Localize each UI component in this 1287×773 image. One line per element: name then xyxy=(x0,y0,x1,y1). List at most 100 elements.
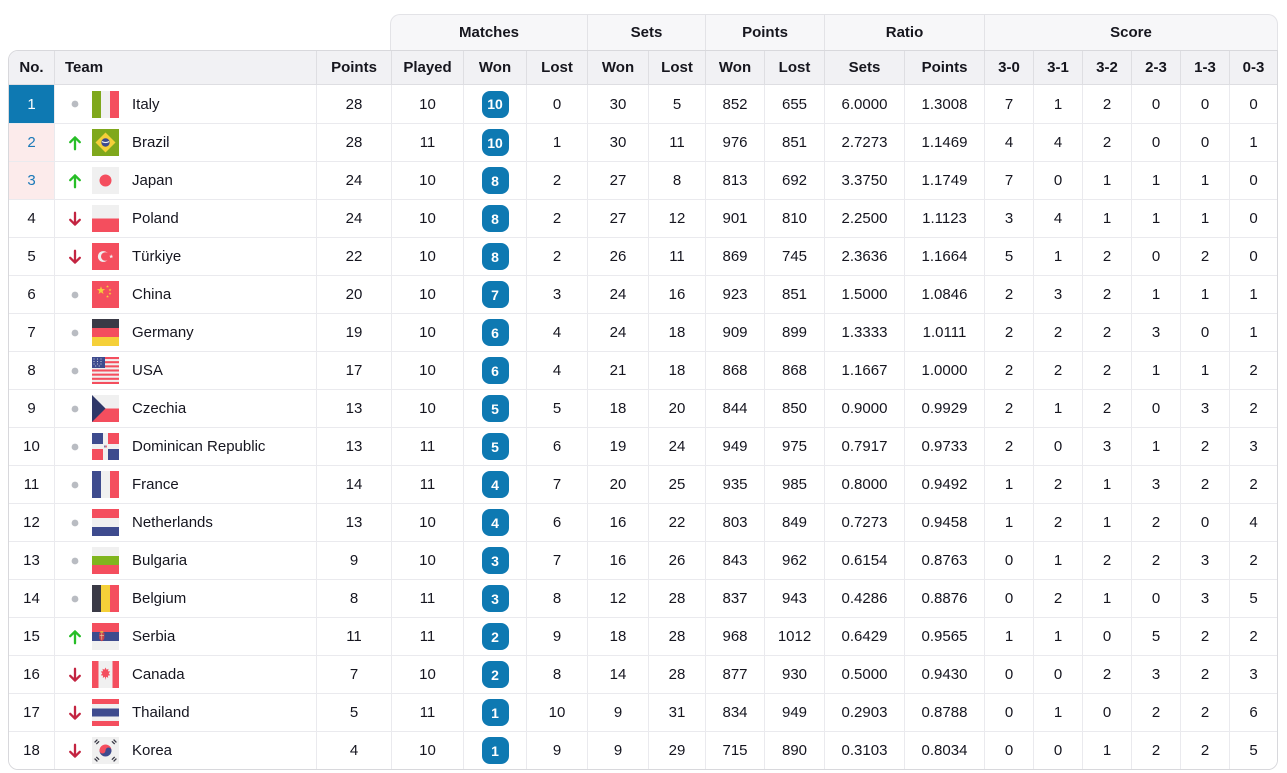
team-cell[interactable]: Poland xyxy=(54,200,316,237)
points-cell: 28 xyxy=(316,124,391,161)
rank-cell: 17 xyxy=(23,704,40,721)
column-header-team: Team xyxy=(54,51,316,84)
poland-flag-icon xyxy=(92,205,119,232)
score-2-3-cell: 2 xyxy=(1131,732,1180,769)
matches-lost-cell: 9 xyxy=(526,732,587,769)
points-cell: 7 xyxy=(316,656,391,693)
team-cell[interactable]: Korea xyxy=(54,732,316,769)
score-2-3-cell: 3 xyxy=(1131,314,1180,351)
column-header-matches-lost: Lost xyxy=(526,51,587,84)
score-3-1-cell: 1 xyxy=(1033,694,1082,731)
score-3-0-cell: 0 xyxy=(984,580,1033,617)
team-cell[interactable]: Serbia xyxy=(54,618,316,655)
team-cell[interactable]: Thailand xyxy=(54,694,316,731)
team-cell[interactable]: Dominican Republic xyxy=(54,428,316,465)
sets-won-cell: 24 xyxy=(587,276,648,313)
team-name: Belgium xyxy=(132,590,187,607)
table-row: 6 China 20 10 7 3 24 16 923 851 1.5000 1… xyxy=(9,275,1277,313)
czechia-flag-icon xyxy=(92,395,119,422)
trend-same-icon xyxy=(67,552,83,570)
usa-flag-icon xyxy=(92,357,119,384)
column-group-header-matches: Matches xyxy=(458,24,520,41)
table-row: 13 Bulgaria 9 10 3 7 16 26 843 962 0.615… xyxy=(9,541,1277,579)
points-won-cell: 868 xyxy=(705,352,764,389)
won-badge: 8 xyxy=(481,243,509,270)
team-name: Italy xyxy=(132,95,160,113)
column-header-points-lost: Lost xyxy=(764,51,824,84)
matches-won-cell: 6 xyxy=(463,314,526,351)
team-cell[interactable]: Canada xyxy=(54,656,316,693)
table-row: 3 Japan 24 10 8 2 27 8 813 692 3.3750 1.… xyxy=(9,161,1277,199)
ratio-sets-cell: 0.4286 xyxy=(824,580,904,617)
won-badge: 3 xyxy=(481,547,509,574)
matches-lost-cell: 9 xyxy=(526,618,587,655)
germany-flag-icon xyxy=(92,319,119,346)
ratio-sets-cell: 0.9000 xyxy=(824,390,904,427)
matches-lost-cell: 7 xyxy=(526,466,587,503)
team-cell[interactable]: Bulgaria xyxy=(54,542,316,579)
team-cell[interactable]: USA xyxy=(54,352,316,389)
won-badge: 7 xyxy=(481,281,509,308)
points-won-cell: 923 xyxy=(705,276,764,313)
score-3-2-cell: 2 xyxy=(1082,542,1131,579)
points-lost-cell: 851 xyxy=(764,124,824,161)
ratio-points-cell: 1.0111 xyxy=(904,314,984,351)
ratio-sets-cell: 1.5000 xyxy=(824,276,904,313)
points-cell: 4 xyxy=(316,732,391,769)
points-won-cell: 935 xyxy=(705,466,764,503)
score-2-3-cell: 1 xyxy=(1131,352,1180,389)
table-row: 7 Germany 19 10 6 4 24 18 909 899 1.3333… xyxy=(9,313,1277,351)
ratio-sets-cell: 0.3103 xyxy=(824,732,904,769)
score-3-0-cell: 5 xyxy=(984,238,1033,275)
score-3-2-cell: 2 xyxy=(1082,352,1131,389)
ratio-points-cell: 0.8788 xyxy=(904,694,984,731)
score-1-3-cell: 2 xyxy=(1180,732,1229,769)
team-cell[interactable]: Czechia xyxy=(54,390,316,427)
trend-down-icon xyxy=(67,666,83,684)
score-1-3-cell: 2 xyxy=(1180,656,1229,693)
score-0-3-cell: 0 xyxy=(1229,162,1277,199)
score-1-3-cell: 1 xyxy=(1180,200,1229,237)
points-cell: 20 xyxy=(316,276,391,313)
score-3-2-cell: 2 xyxy=(1082,124,1131,161)
team-cell[interactable]: France xyxy=(54,466,316,503)
points-won-cell: 976 xyxy=(705,124,764,161)
won-badge: 2 xyxy=(481,661,509,688)
matches-won-cell: 6 xyxy=(463,352,526,389)
points-won-cell: 834 xyxy=(705,694,764,731)
serbia-flag-icon xyxy=(92,623,119,650)
team-name: Korea xyxy=(132,742,173,759)
team-cell[interactable]: Brazil xyxy=(54,124,316,161)
score-0-3-cell: 2 xyxy=(1229,352,1277,389)
won-badge: 4 xyxy=(481,471,509,498)
team-cell[interactable]: Japan xyxy=(54,162,316,199)
won-badge: 5 xyxy=(481,395,509,422)
team-name: Brazil xyxy=(132,134,170,151)
score-3-1-cell: 1 xyxy=(1033,618,1082,655)
team-cell[interactable]: Italy xyxy=(54,85,316,123)
points-cell: 13 xyxy=(316,504,391,541)
team-cell[interactable]: Türkiye xyxy=(54,238,316,275)
ratio-sets-cell: 0.7273 xyxy=(824,504,904,541)
team-cell[interactable]: Belgium xyxy=(54,580,316,617)
matches-won-cell: 1 xyxy=(463,732,526,769)
score-3-1-cell: 0 xyxy=(1033,732,1082,769)
matches-lost-cell: 0 xyxy=(526,85,587,123)
won-badge: 5 xyxy=(481,433,509,460)
team-cell[interactable]: Netherlands xyxy=(54,504,316,541)
team-cell[interactable]: Germany xyxy=(54,314,316,351)
ratio-points-cell: 0.8876 xyxy=(904,580,984,617)
score-3-0-cell: 3 xyxy=(984,200,1033,237)
score-1-3-cell: 0 xyxy=(1180,314,1229,351)
points-won-cell: 968 xyxy=(705,618,764,655)
score-2-3-cell: 0 xyxy=(1131,85,1180,123)
column-group-header-points: Points xyxy=(705,15,824,50)
score-3-2-cell: 0 xyxy=(1082,618,1131,655)
score-0-3-cell: 2 xyxy=(1229,466,1277,503)
table-row: 12 Netherlands 13 10 4 6 16 22 803 849 0… xyxy=(9,503,1277,541)
played-cell: 10 xyxy=(391,238,463,275)
ratio-sets-cell: 2.2500 xyxy=(824,200,904,237)
team-cell[interactable]: China xyxy=(54,276,316,313)
score-0-3-cell: 4 xyxy=(1229,504,1277,541)
sets-lost-cell: 8 xyxy=(648,162,705,199)
